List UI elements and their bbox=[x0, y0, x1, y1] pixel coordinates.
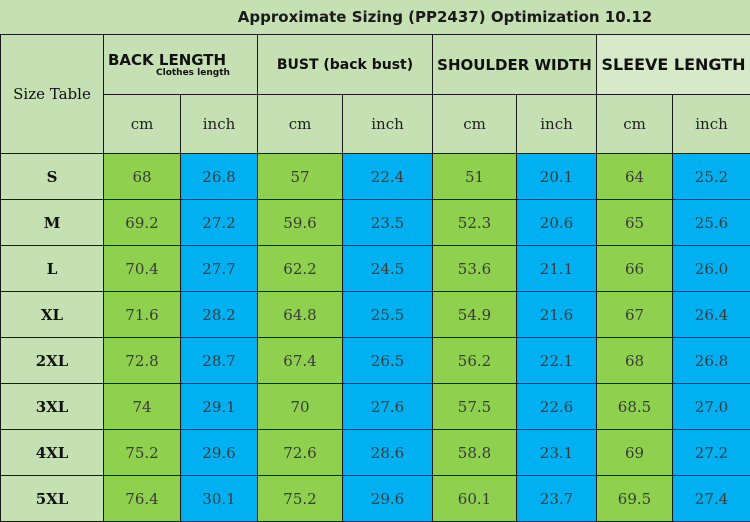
cm-cell: 72.8 bbox=[103, 337, 181, 384]
cm-cell: 67 bbox=[596, 291, 673, 338]
header-shoulder-width: SHOULDER WIDTH bbox=[432, 34, 597, 95]
inch-cell: 27.2 bbox=[180, 199, 258, 246]
corner-label: Size Table bbox=[0, 34, 104, 154]
cm-cell: 69.5 bbox=[596, 475, 673, 522]
cm-cell: 56.2 bbox=[432, 337, 517, 384]
inch-cell: 29.1 bbox=[180, 383, 258, 430]
inch-cell: 27.0 bbox=[671, 383, 750, 430]
header-sleeve-length: SLEEVE LENGTH bbox=[595, 34, 750, 95]
size-label: S bbox=[0, 153, 104, 200]
cm-cell: 68 bbox=[596, 337, 673, 384]
cm-cell: 64.8 bbox=[257, 291, 343, 338]
inch-cell: 28.6 bbox=[342, 429, 433, 476]
inch-cell: 23.1 bbox=[516, 429, 597, 476]
inch-cell: 25.6 bbox=[671, 199, 750, 246]
inch-cell: 26.8 bbox=[180, 153, 258, 200]
inch-cell: 21.1 bbox=[516, 245, 597, 292]
inch-cell: 26.8 bbox=[671, 337, 750, 384]
unit-header: inch bbox=[671, 94, 750, 154]
inch-cell: 20.6 bbox=[516, 199, 597, 246]
cm-cell: 65 bbox=[596, 199, 673, 246]
cm-cell: 70.4 bbox=[103, 245, 181, 292]
header-bust: BUST (back bust) bbox=[257, 34, 433, 95]
inch-cell: 26.5 bbox=[342, 337, 433, 384]
cm-cell: 75.2 bbox=[103, 429, 181, 476]
inch-cell: 23.5 bbox=[342, 199, 433, 246]
header-back-length: BACK LENGTH Clothes length bbox=[103, 34, 258, 95]
table-row: 3XL 74 29.1 70 27.6 57.5 22.6 68.5 27.0 bbox=[0, 383, 750, 430]
cm-cell: 69.2 bbox=[103, 199, 181, 246]
cm-cell: 66 bbox=[596, 245, 673, 292]
cm-cell: 57.5 bbox=[432, 383, 517, 430]
cm-cell: 68 bbox=[103, 153, 181, 200]
cm-cell: 53.6 bbox=[432, 245, 517, 292]
inch-cell: 22.4 bbox=[342, 153, 433, 200]
table-row: L 70.4 27.7 62.2 24.5 53.6 21.1 66 26.0 bbox=[0, 245, 750, 292]
inch-cell: 22.6 bbox=[516, 383, 597, 430]
cm-cell: 70 bbox=[257, 383, 343, 430]
cm-cell: 62.2 bbox=[257, 245, 343, 292]
inch-cell: 28.7 bbox=[180, 337, 258, 384]
cm-cell: 64 bbox=[596, 153, 673, 200]
cm-cell: 71.6 bbox=[103, 291, 181, 338]
inch-cell: 27.6 bbox=[342, 383, 433, 430]
back-length-label: BACK LENGTH bbox=[108, 50, 227, 69]
size-table: Size Table BACK LENGTH Clothes length BU… bbox=[0, 34, 750, 522]
back-length-sublabel: Clothes length bbox=[156, 67, 230, 78]
cm-cell: 59.6 bbox=[257, 199, 343, 246]
cm-cell: 75.2 bbox=[257, 475, 343, 522]
inch-cell: 21.6 bbox=[516, 291, 597, 338]
unit-header: cm bbox=[432, 94, 517, 154]
inch-cell: 30.1 bbox=[180, 475, 258, 522]
cm-cell: 57 bbox=[257, 153, 343, 200]
table-row: 4XL 75.2 29.6 72.6 28.6 58.8 23.1 69 27.2 bbox=[0, 429, 750, 476]
cm-cell: 52.3 bbox=[432, 199, 517, 246]
unit-header: inch bbox=[516, 94, 597, 154]
inch-cell: 26.4 bbox=[671, 291, 750, 338]
inch-cell: 23.7 bbox=[516, 475, 597, 522]
inch-cell: 22.1 bbox=[516, 337, 597, 384]
cm-cell: 74 bbox=[103, 383, 181, 430]
table-row: M 69.2 27.2 59.6 23.5 52.3 20.6 65 25.6 bbox=[0, 199, 750, 246]
inch-cell: 27.4 bbox=[671, 475, 750, 522]
inch-cell: 29.6 bbox=[342, 475, 433, 522]
cm-cell: 67.4 bbox=[257, 337, 343, 384]
table-row: 5XL 76.4 30.1 75.2 29.6 60.1 23.7 69.5 27.4 bbox=[0, 475, 750, 522]
inch-cell: 27.7 bbox=[180, 245, 258, 292]
inch-cell: 24.5 bbox=[342, 245, 433, 292]
unit-header: cm bbox=[257, 94, 343, 154]
table-row: S 68 26.8 57 22.4 51 20.1 64 25.2 bbox=[0, 153, 750, 200]
inch-cell: 25.5 bbox=[342, 291, 433, 338]
cm-cell: 51 bbox=[432, 153, 517, 200]
inch-cell: 29.6 bbox=[180, 429, 258, 476]
size-label: M bbox=[0, 199, 104, 246]
size-label: 5XL bbox=[0, 475, 104, 522]
cm-cell: 76.4 bbox=[103, 475, 181, 522]
cm-cell: 72.6 bbox=[257, 429, 343, 476]
cm-cell: 54.9 bbox=[432, 291, 517, 338]
inch-cell: 26.0 bbox=[671, 245, 750, 292]
size-label: 4XL bbox=[0, 429, 104, 476]
inch-cell: 28.2 bbox=[180, 291, 258, 338]
cm-cell: 69 bbox=[596, 429, 673, 476]
cm-cell: 60.1 bbox=[432, 475, 517, 522]
table-row: XL 71.6 28.2 64.8 25.5 54.9 21.6 67 26.4 bbox=[0, 291, 750, 338]
size-label: L bbox=[0, 245, 104, 292]
unit-header: inch bbox=[180, 94, 258, 154]
size-label: XL bbox=[0, 291, 104, 338]
unit-header: inch bbox=[342, 94, 433, 154]
size-label: 2XL bbox=[0, 337, 104, 384]
size-label: 3XL bbox=[0, 383, 104, 430]
unit-header: cm bbox=[103, 94, 181, 154]
cm-cell: 68.5 bbox=[596, 383, 673, 430]
chart-title: Approximate Sizing (PP2437) Optimization… bbox=[0, 0, 750, 34]
inch-cell: 25.2 bbox=[671, 153, 750, 200]
unit-header: cm bbox=[596, 94, 673, 154]
cm-cell: 58.8 bbox=[432, 429, 517, 476]
inch-cell: 20.1 bbox=[516, 153, 597, 200]
inch-cell: 27.2 bbox=[671, 429, 750, 476]
table-row: 2XL 72.8 28.7 67.4 26.5 56.2 22.1 68 26.8 bbox=[0, 337, 750, 384]
